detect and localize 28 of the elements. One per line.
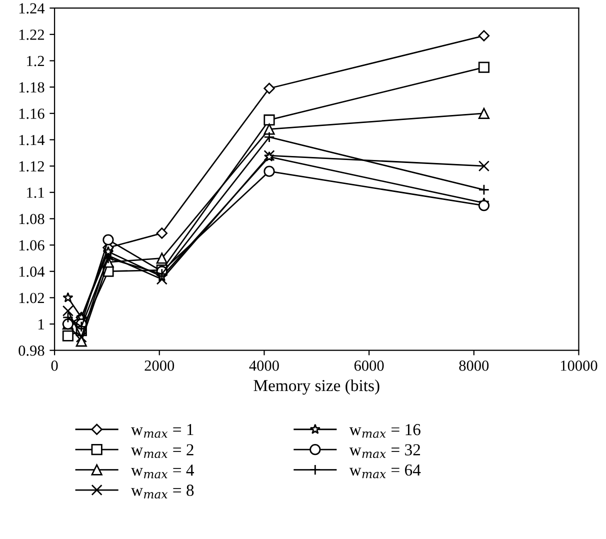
legend-label: w$_{max}$ = 4 <box>131 464 194 478</box>
y-tick-label: 1.04 <box>19 266 45 277</box>
y-tick-label: 1.12 <box>19 161 44 172</box>
y-tick-label: 1.22 <box>19 30 44 40</box>
x-tick-label: 0 <box>51 360 58 371</box>
y-tick-label: 1.16 <box>19 108 44 119</box>
y-tick-label: 0.98 <box>18 345 44 356</box>
x-tick-label: 4000 <box>249 360 279 371</box>
y-tick-label: 1.24 <box>19 3 45 14</box>
y-tick-label: 1.2 <box>27 56 44 66</box>
y-tick-label: 1.18 <box>19 82 44 93</box>
y-tick-label: 1 <box>38 319 44 330</box>
y-tick-label: 1.08 <box>19 214 44 224</box>
y-tick-label: 1.14 <box>19 134 45 146</box>
legend-label: w$_{max}$ = 8 <box>131 484 194 499</box>
x-tick-label: 6000 <box>354 360 384 371</box>
y-tick-label: 1.06 <box>19 240 44 251</box>
legend-label: w$_{max}$ = 2 <box>131 444 194 458</box>
legend-label: w$_{max}$ = 1 <box>131 424 194 438</box>
legend-label: w$_{max}$ = 64 <box>349 464 421 478</box>
legend-label: w$_{max}$ = 16 <box>349 424 420 438</box>
x-tick-label: 8000 <box>459 360 489 371</box>
x-tick-label: 10000 <box>560 360 598 371</box>
x-tick-label: 2000 <box>144 360 174 371</box>
x-axis-title: Memory size (bits) <box>254 379 380 395</box>
legend-label: w$_{max}$ = 32 <box>349 444 420 458</box>
y-tick-label: 1.1 <box>27 188 44 198</box>
y-tick-label: 1.02 <box>19 292 44 304</box>
